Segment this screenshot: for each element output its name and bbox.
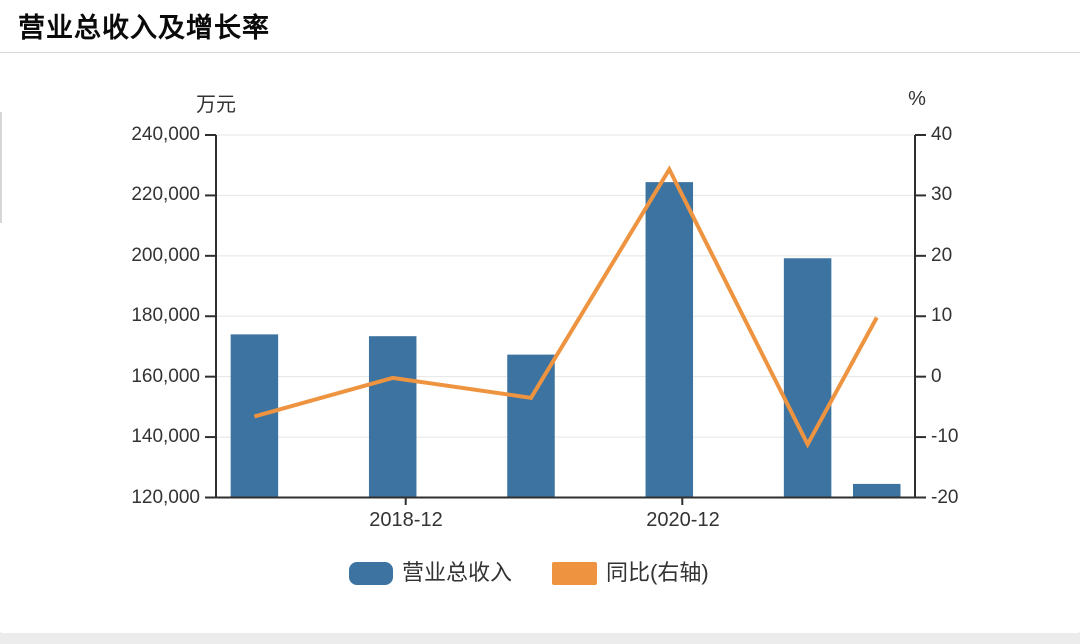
bar-营业总收入[interactable] <box>368 336 417 498</box>
legend-item-yoy[interactable]: 同比(右轴) <box>552 561 709 585</box>
legend-item-label: 同比(右轴) <box>606 560 709 585</box>
revenue-legend-swatch-icon <box>349 561 393 585</box>
left-axis-unit-label: 万元 <box>196 94 236 116</box>
left-axis-tick-label: 220,000 <box>131 184 200 206</box>
left-axis-tick-label: 240,000 <box>131 124 200 145</box>
right-axis-tick-label: -10 <box>931 426 959 448</box>
right-axis-tick-label: 40 <box>931 124 953 145</box>
right-axis-tick-label: 30 <box>931 184 953 206</box>
title-divider <box>0 52 1080 53</box>
card-rounded-corner <box>0 630 1080 633</box>
line-同比(右轴) <box>253 165 879 449</box>
right-axis-tick-label: 0 <box>931 365 942 387</box>
right-axis-tick-label: 10 <box>931 305 953 327</box>
right-axis-tick-label: -20 <box>931 486 959 508</box>
x-axis-tick-label: 2020-12 <box>646 509 720 531</box>
right-axis-unit-label: % <box>908 88 926 110</box>
legend-item-revenue[interactable]: 营业总收入 <box>349 561 512 585</box>
page-title: 营业总收入及增长率 <box>18 13 270 43</box>
left-axis-tick-label: 160,000 <box>131 365 200 387</box>
left-axis-tick-label: 140,000 <box>131 426 200 448</box>
yoy-legend-swatch-icon <box>552 561 597 585</box>
left-edge-artifact <box>0 112 2 223</box>
left-axis-tick-label: 200,000 <box>131 244 200 266</box>
bar-营业总收入[interactable] <box>645 182 694 498</box>
card-bottom-edge <box>0 617 1080 631</box>
left-axis-tick-label: 120,000 <box>131 486 200 508</box>
page-footer-strip <box>0 630 1080 644</box>
right-axis-tick-label: 20 <box>931 244 953 266</box>
x-axis-tick-label: 2018-12 <box>369 509 443 531</box>
left-axis-tick-label: 180,000 <box>131 305 200 327</box>
bar-营业总收入[interactable] <box>507 354 555 498</box>
bar-营业总收入[interactable] <box>783 258 832 498</box>
legend-item-label: 营业总收入 <box>402 560 513 585</box>
bar-营业总收入[interactable] <box>853 483 901 498</box>
